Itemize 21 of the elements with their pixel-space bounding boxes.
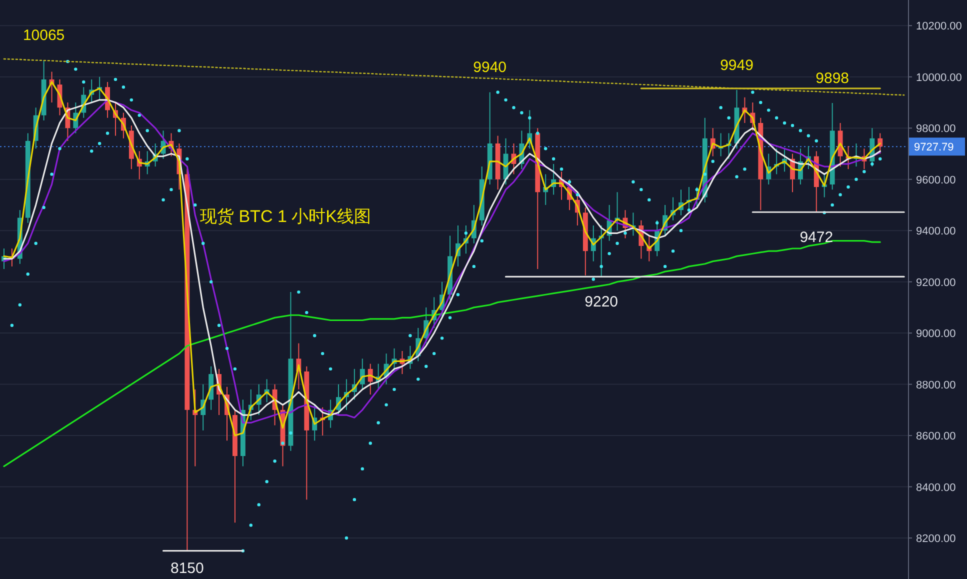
y-tick-label: 8800.00 xyxy=(916,379,956,392)
annotation: 9220 xyxy=(584,294,618,311)
text: 现货 BTC 1 小时K线图 xyxy=(200,207,371,226)
line-series xyxy=(3,58,905,96)
y-tick-label: 8600.00 xyxy=(916,430,956,443)
annotation: 9949 xyxy=(720,56,754,74)
annotation: 9898 xyxy=(816,70,850,87)
ref-line-label: 9727.79 xyxy=(914,142,954,154)
annotation: 8150 xyxy=(170,560,204,577)
y-tick-label: 8200.00 xyxy=(916,533,956,546)
y-tick-label: 9000.00 xyxy=(916,328,956,340)
annotation: 9940 xyxy=(473,59,507,76)
y-tick-label: 9200.00 xyxy=(916,276,956,289)
y-tick-label: 9400.00 xyxy=(916,226,956,238)
y-tick-label: 9800.00 xyxy=(916,123,956,136)
y-tick-label: 8400.00 xyxy=(916,482,956,494)
y-tick-label: 10000.00 xyxy=(916,72,962,84)
y-tick-label: 9600.00 xyxy=(916,174,956,186)
annotation: 10065 xyxy=(22,27,65,44)
y-tick-label: 10200.00 xyxy=(916,20,962,33)
annotation: 9472 xyxy=(800,229,834,246)
